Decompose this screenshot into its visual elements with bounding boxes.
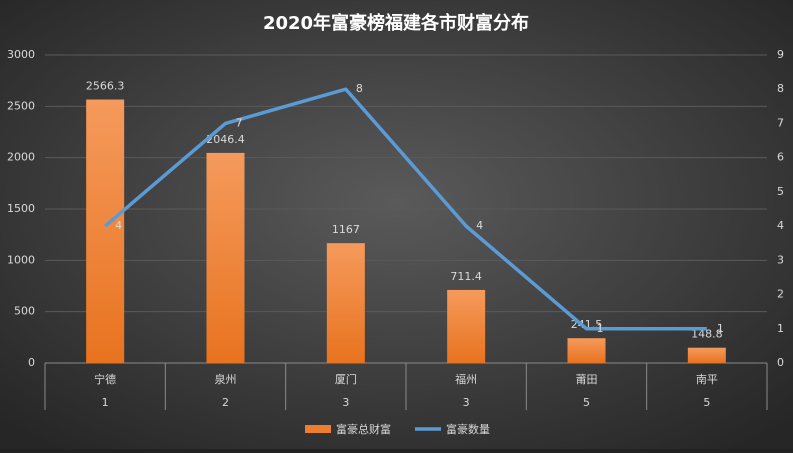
x-tick-label: 泉州 xyxy=(215,372,237,386)
y2-tick-label: 7 xyxy=(777,116,784,129)
y2-tick-label: 6 xyxy=(777,151,784,164)
y-tick-label: 0 xyxy=(28,356,35,369)
bar-value-label: 148.8 xyxy=(691,328,723,341)
y-tick-label: 2000 xyxy=(7,151,35,164)
y2-tick-label: 4 xyxy=(777,219,784,232)
bar xyxy=(86,99,125,363)
bar xyxy=(206,152,245,363)
bar-value-label: 2566.3 xyxy=(86,80,125,93)
legend-label: 富豪数量 xyxy=(446,422,490,436)
bar xyxy=(447,289,486,363)
line-value-label: 7 xyxy=(236,116,243,129)
y-tick-label: 3000 xyxy=(7,48,35,61)
y-tick-label: 500 xyxy=(14,305,35,318)
bar xyxy=(326,243,365,363)
line-value-label: 1 xyxy=(717,322,724,335)
x-tick-label: 南平 xyxy=(696,373,718,386)
x-tick-label: 宁德 xyxy=(94,372,116,386)
y-tick-label: 1500 xyxy=(7,202,35,215)
y2-tick-label: 2 xyxy=(777,288,784,301)
y2-tick-label: 0 xyxy=(777,356,784,369)
y2-tick-label: 8 xyxy=(777,82,784,95)
chart-title: 2020年富豪榜福建各市财富分布 xyxy=(263,12,529,34)
x-sub-label: 5 xyxy=(703,396,710,409)
y-tick-label: 1000 xyxy=(7,253,35,266)
line-value-label: 4 xyxy=(115,219,122,232)
line-value-label: 1 xyxy=(597,322,604,335)
bar-value-label: 2046.4 xyxy=(206,133,245,146)
bar-value-label: 1167 xyxy=(332,223,360,236)
x-tick-label: 福州 xyxy=(455,372,477,386)
x-tick-label: 厦门 xyxy=(335,372,357,386)
y2-tick-label: 5 xyxy=(777,185,784,198)
y2-tick-label: 9 xyxy=(777,48,784,61)
x-sub-label: 3 xyxy=(342,396,349,409)
line-value-label: 4 xyxy=(476,219,483,232)
y2-tick-label: 1 xyxy=(777,322,784,335)
y2-tick-label: 3 xyxy=(777,253,784,266)
line-value-label: 8 xyxy=(356,82,363,95)
x-tick-label: 莆田 xyxy=(576,373,598,386)
line xyxy=(104,87,707,331)
y-tick-label: 2500 xyxy=(7,99,35,112)
x-sub-label: 3 xyxy=(463,396,470,409)
bar-value-label: 711.4 xyxy=(450,270,482,283)
x-sub-label: 1 xyxy=(102,396,109,409)
bar xyxy=(567,338,606,363)
legend-swatch xyxy=(305,425,331,433)
bar xyxy=(687,347,726,363)
x-sub-label: 5 xyxy=(583,396,590,409)
legend-label: 富豪总财富 xyxy=(336,422,391,436)
x-sub-label: 2 xyxy=(222,396,229,409)
